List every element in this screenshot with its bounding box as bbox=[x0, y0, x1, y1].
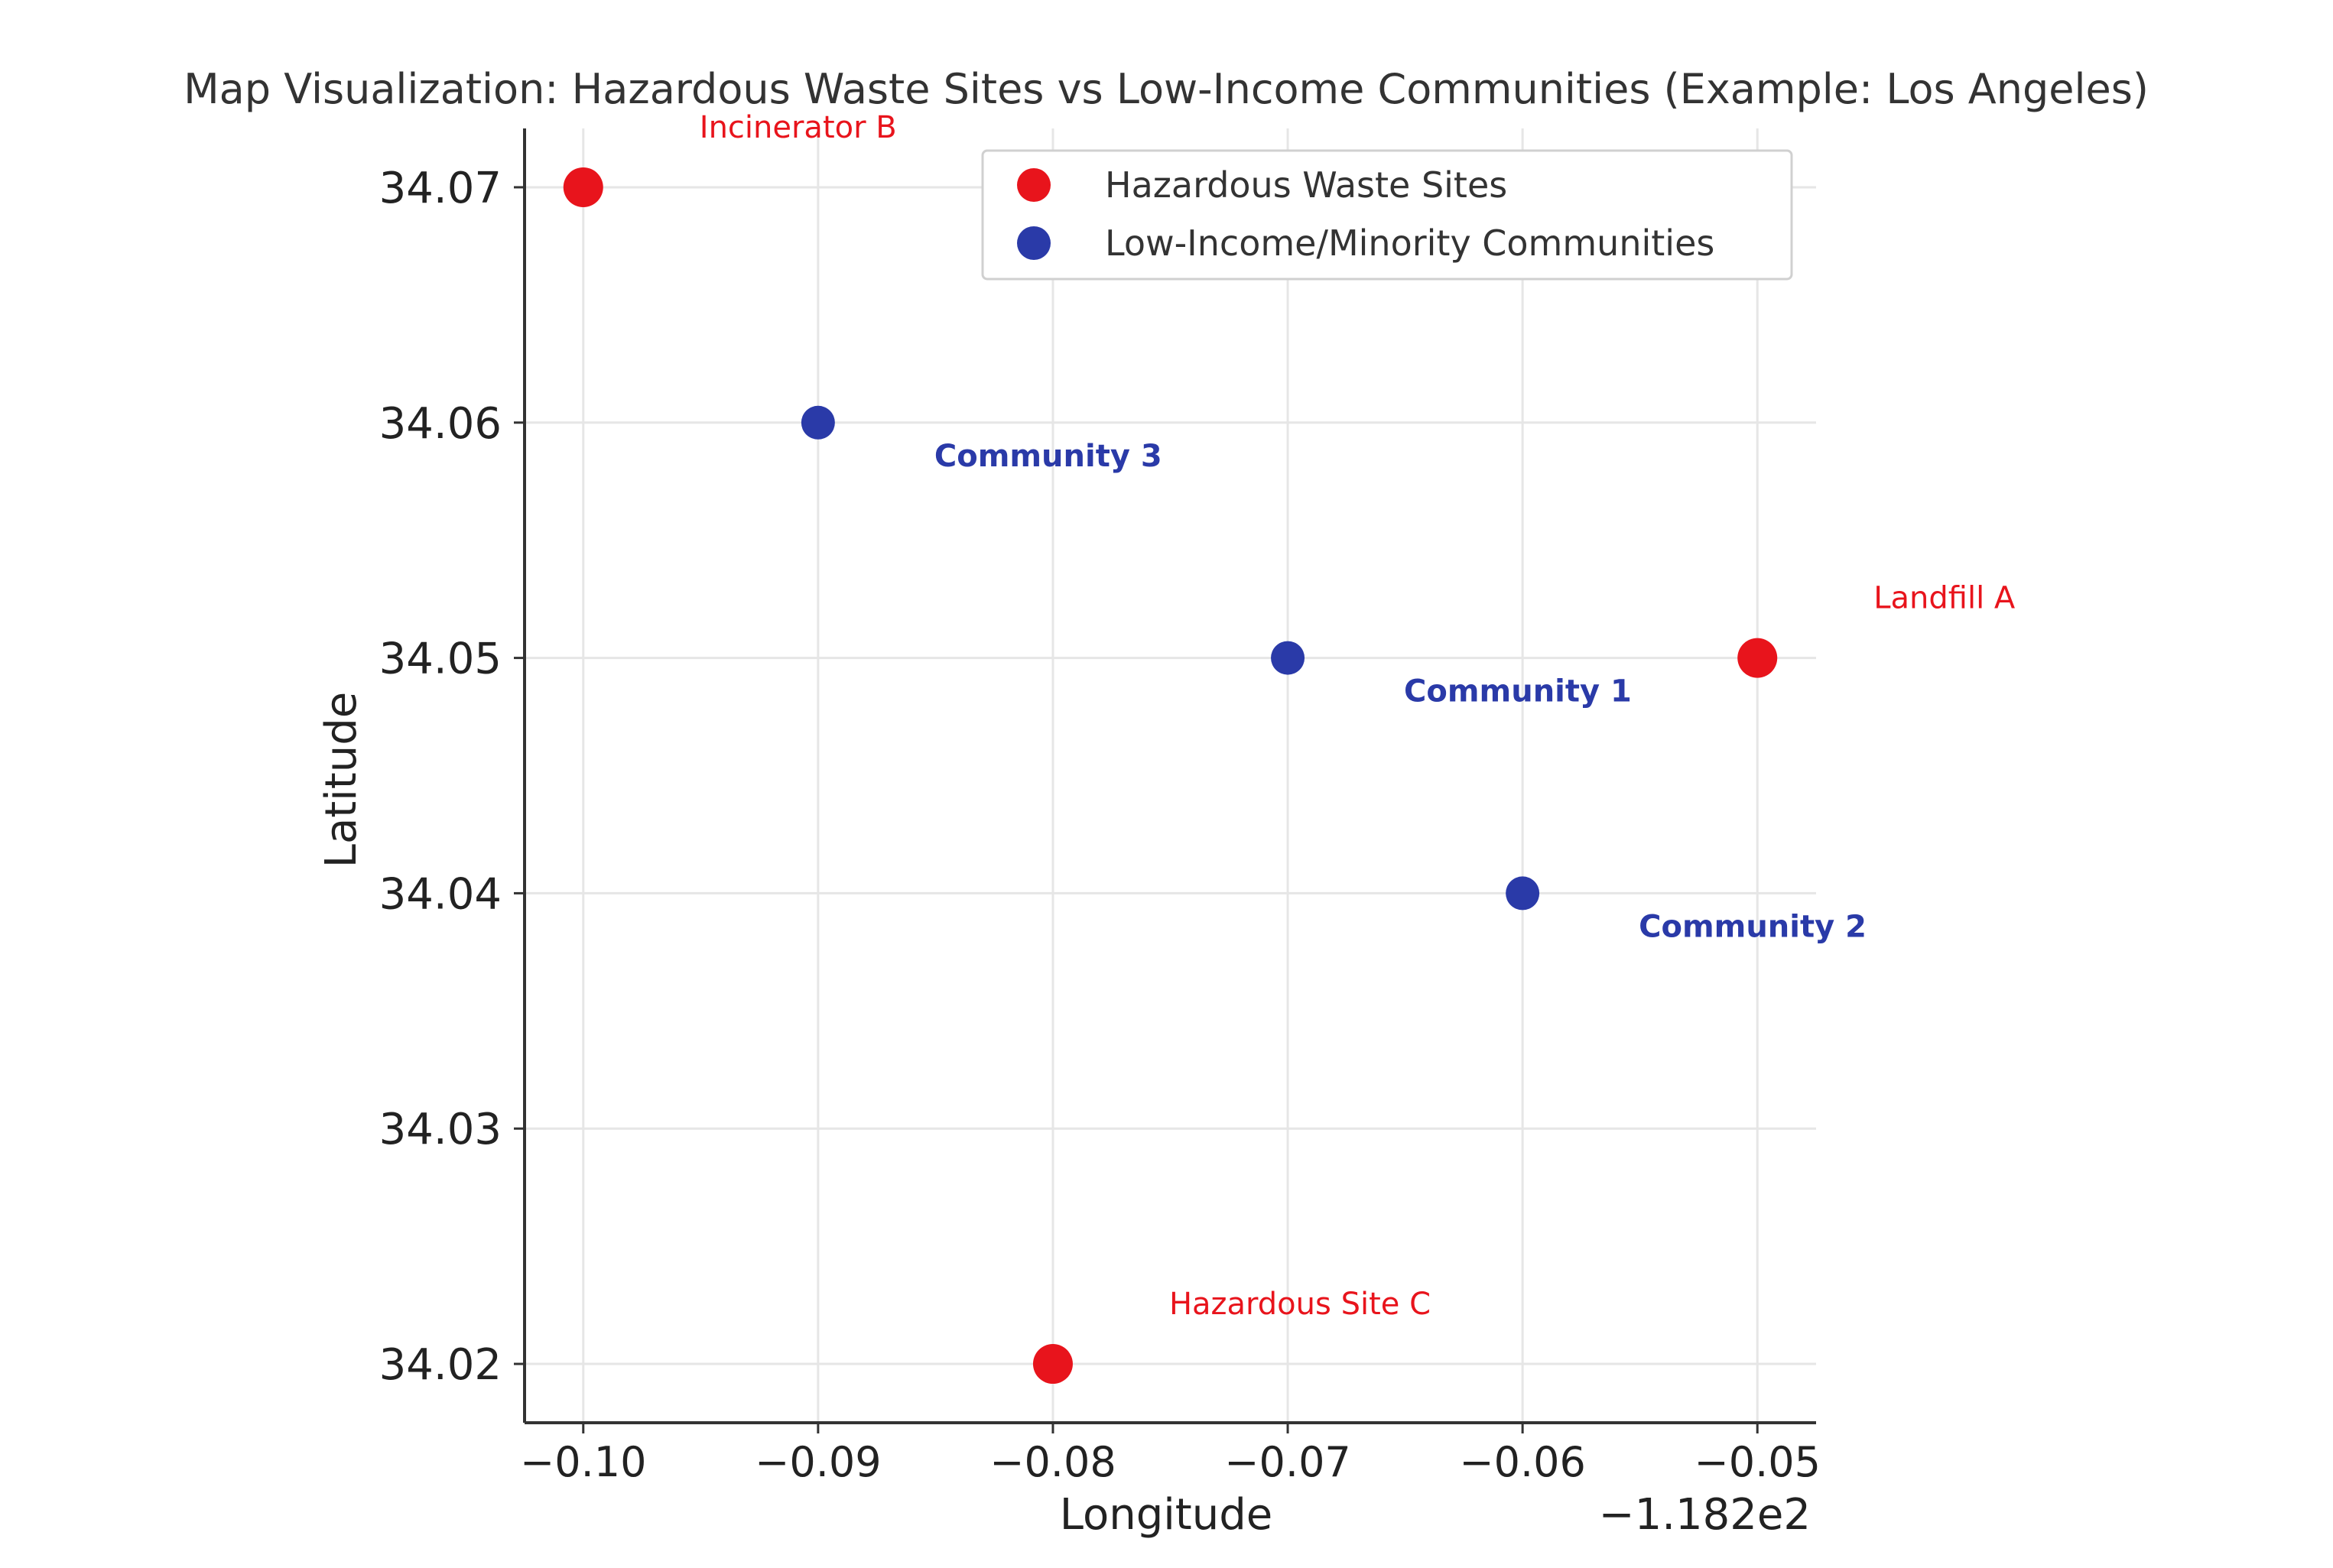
x-tick-label: −0.07 bbox=[1224, 1438, 1350, 1486]
legend-label-communities: Low-Income/Minority Communities bbox=[1105, 222, 1714, 264]
x-tick-label: −0.06 bbox=[1459, 1438, 1585, 1486]
legend-box bbox=[981, 149, 1793, 281]
legend-marker-hazardous bbox=[1017, 168, 1051, 202]
point-incinerator-b bbox=[563, 167, 603, 207]
point-label-layer: Landfill A Incinerator B Hazardous Site C C… bbox=[700, 110, 2016, 1322]
x-tick-label: −0.10 bbox=[520, 1438, 646, 1486]
chart-legend: Hazardous Waste Sites Low-Income/Minorit… bbox=[981, 149, 1793, 281]
y-tick-label: 34.04 bbox=[379, 869, 502, 919]
x-tick-label: −0.05 bbox=[1694, 1438, 1820, 1486]
axes-layer bbox=[523, 128, 1816, 1424]
y-tick-label: 34.02 bbox=[379, 1340, 502, 1390]
y-tick-label: 34.05 bbox=[379, 635, 502, 684]
point-label-community-2: Community 2 bbox=[1639, 909, 1867, 944]
x-axis-label: Longitude bbox=[1060, 1490, 1273, 1540]
point-community-3 bbox=[801, 405, 835, 440]
point-label-landfill-a: Landfill A bbox=[1873, 581, 2016, 616]
y-axis-label: Latitude bbox=[317, 692, 366, 868]
chart-title: Map Visualization: Hazardous Waste Sites… bbox=[184, 65, 2149, 113]
y-tick-label: 34.07 bbox=[379, 164, 502, 213]
y-tick-label: 34.03 bbox=[379, 1105, 502, 1154]
legend-marker-communities bbox=[1017, 226, 1051, 260]
point-label-incinerator-b: Incinerator B bbox=[700, 110, 897, 145]
x-tick-label: −0.08 bbox=[989, 1438, 1116, 1486]
x-tick-label: −0.09 bbox=[755, 1438, 881, 1486]
legend-label-hazardous: Hazardous Waste Sites bbox=[1105, 164, 1507, 206]
grid-layer bbox=[525, 128, 1816, 1423]
point-label-community-1: Community 1 bbox=[1404, 674, 1632, 709]
point-hazardous-site-c bbox=[1032, 1344, 1073, 1385]
point-community-1 bbox=[1271, 641, 1305, 675]
tick-layer: −0.10 −0.09 −0.08 −0.07 −0.06 −0.05 34.02 34.03… bbox=[379, 164, 1821, 1486]
x-offset-label: −1.182e2 bbox=[1599, 1490, 1811, 1540]
point-layer bbox=[563, 167, 1778, 1385]
point-label-community-3: Community 3 bbox=[934, 439, 1162, 474]
point-label-hazardous-site-c: Hazardous Site C bbox=[1169, 1287, 1431, 1322]
point-landfill-a bbox=[1737, 638, 1778, 678]
y-tick-label: 34.06 bbox=[379, 399, 502, 449]
point-community-2 bbox=[1506, 876, 1540, 911]
